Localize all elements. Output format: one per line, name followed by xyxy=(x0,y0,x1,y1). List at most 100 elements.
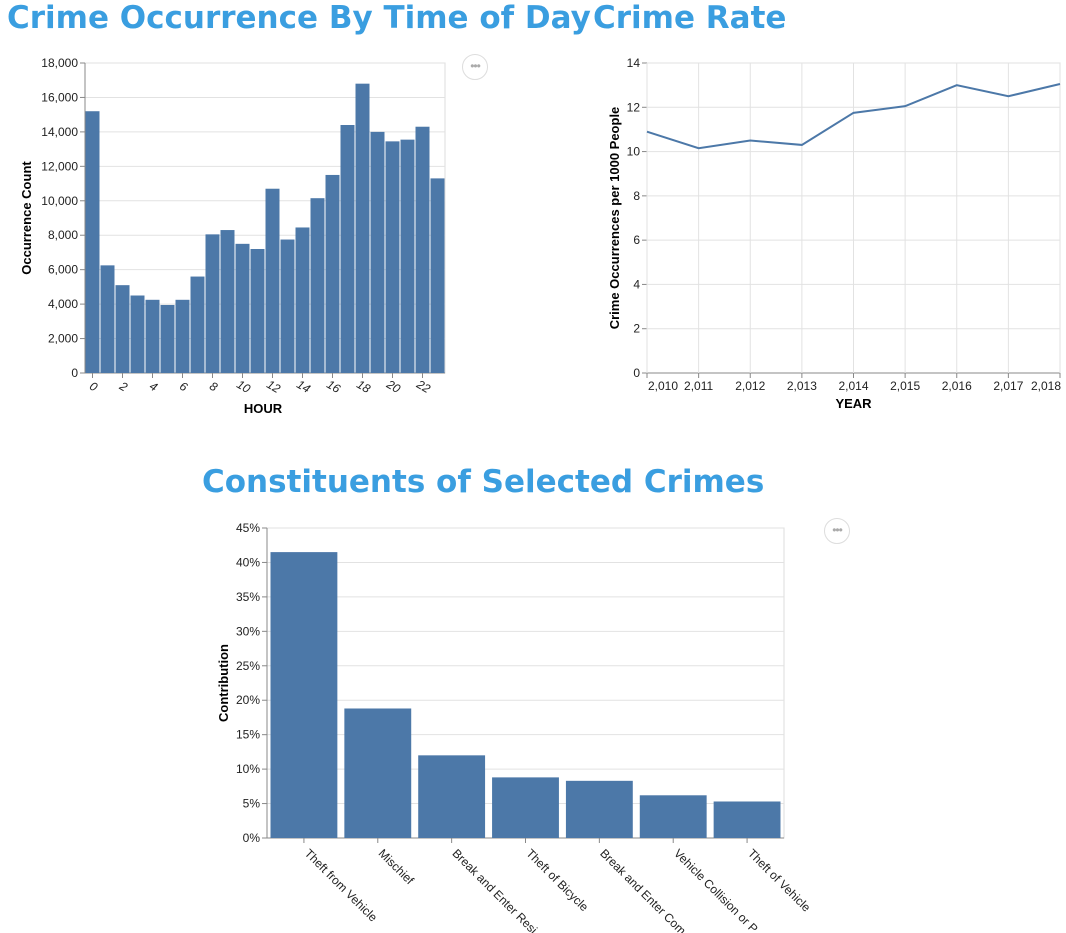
chart1-bar xyxy=(280,239,295,373)
chart1-y-tick-label: 10,000 xyxy=(41,194,78,208)
chart1-bar xyxy=(220,230,235,373)
chart1-y-tick-label: 6,000 xyxy=(48,263,78,277)
chart1-bar xyxy=(385,141,400,373)
chart1-x-tick-label: 6 xyxy=(177,379,190,395)
chart1-x-tick-label: 22 xyxy=(413,377,433,396)
chart3-bar xyxy=(713,801,781,838)
chart3-y-tick-label: 35% xyxy=(236,590,260,604)
chart1-y-tick-label: 8,000 xyxy=(48,228,78,242)
chart1-bar xyxy=(355,83,370,374)
chart3-menu-button[interactable]: ••• xyxy=(824,518,850,544)
chart3-x-tick-label: Theft of Vehicle xyxy=(745,846,814,915)
chart2-y-tick-label: 6 xyxy=(633,233,640,247)
chart1-title: Crime Occurrence By Time of Day xyxy=(7,0,591,36)
chart2-x-tick-label: 2,010 xyxy=(648,379,678,393)
chart2-x-tick-label: 2,018 xyxy=(1031,379,1061,393)
chart1-x-tick-label: 14 xyxy=(294,377,313,396)
chart1-bar xyxy=(100,265,115,373)
chart1-bar xyxy=(235,243,250,373)
chart1-y-tick-label: 18,000 xyxy=(41,56,78,70)
chart1-bar xyxy=(190,276,205,373)
chart2-y-tick-label: 14 xyxy=(627,56,641,70)
chart3-x-tick-label: Vehicle Collision or P xyxy=(671,846,761,933)
chart3-bar xyxy=(418,755,486,838)
chart1-y-axis-title: Occurrence Count xyxy=(19,161,34,275)
chart3-bar xyxy=(344,708,412,838)
chart1-x-tick-label: 20 xyxy=(383,377,403,396)
chart1-bar xyxy=(130,295,145,373)
chart1-bar xyxy=(310,198,325,373)
chart3-y-tick-label: 45% xyxy=(236,521,260,535)
chart2-y-tick-label: 8 xyxy=(633,189,640,203)
chart2-series-line xyxy=(646,83,1061,150)
chart2-y-tick-label: 2 xyxy=(633,322,640,336)
chart2-title: Crime Rate xyxy=(593,0,787,36)
chart2-x-tick-label: 2,014 xyxy=(838,379,868,393)
chart1-bar xyxy=(250,249,265,373)
chart1-bar xyxy=(415,126,430,373)
chart1-x-tick-label: 12 xyxy=(264,377,283,396)
chart1-bar xyxy=(325,174,340,373)
chart1-bar xyxy=(160,304,175,373)
chart2-x-tick-label: 2,013 xyxy=(787,379,817,393)
chart2-y-axis-title: Crime Occurrences per 1000 People xyxy=(607,107,622,330)
chart1-bar xyxy=(145,299,160,373)
chart1-bar xyxy=(340,125,355,373)
chart1-x-tick-label: 18 xyxy=(354,377,373,396)
chart1-x-axis-title: HOUR xyxy=(244,401,283,416)
chart3-y-axis-title: Contribution xyxy=(216,644,231,722)
chart3-y-tick-label: 30% xyxy=(236,624,260,638)
chart3-bar xyxy=(565,780,633,838)
chart3-y-tick-label: 25% xyxy=(236,659,260,673)
chart1-y-tick-label: 2,000 xyxy=(48,332,78,346)
chart3-x-tick-label: Theft from Vehicle xyxy=(302,846,381,925)
chart1-x-tick-label: 2 xyxy=(116,378,130,394)
chart1-bar xyxy=(370,131,385,373)
chart1-y-tick-label: 14,000 xyxy=(41,125,78,139)
chart3-y-tick-label: 40% xyxy=(236,555,260,569)
chart3-bar xyxy=(270,552,338,838)
chart3-title: Constituents of Selected Crimes xyxy=(202,464,765,500)
chart2-y-tick-label: 0 xyxy=(633,366,640,380)
chart1-bar xyxy=(400,139,415,373)
chart1-menu-button[interactable]: ••• xyxy=(462,54,488,80)
chart1-y-tick-label: 4,000 xyxy=(48,297,78,311)
chart1-x-tick-label: 16 xyxy=(324,377,343,396)
chart1-bar xyxy=(175,299,190,373)
chart3-y-tick-label: 5% xyxy=(243,797,261,811)
chart2-y-tick-label: 12 xyxy=(627,100,641,114)
chart1-bar xyxy=(85,111,100,373)
chart3-x-tick-label: Theft of Bicycle xyxy=(523,846,591,914)
chart2-y-tick-label: 4 xyxy=(633,277,640,291)
chart1-bar xyxy=(205,234,220,373)
chart2-x-tick-label: 2,016 xyxy=(942,379,972,393)
chart1-x-tick-label: 8 xyxy=(207,379,220,395)
chart1-y-tick-label: 12,000 xyxy=(41,159,78,173)
chart2-x-tick-label: 2,015 xyxy=(890,379,920,393)
chart3-bar xyxy=(492,777,559,838)
chart3-x-tick-label: Break and Enter Resi xyxy=(450,846,541,933)
chart1-x-tick-label: 10 xyxy=(234,377,253,396)
chart3-y-tick-label: 0% xyxy=(243,831,261,845)
chart1-y-tick-label: 16,000 xyxy=(41,90,78,104)
chart1-bar xyxy=(115,285,130,373)
chart2-x-axis-title: YEAR xyxy=(835,396,872,411)
chart3-x-tick-label: Mischief xyxy=(376,846,417,887)
chart3-y-tick-label: 10% xyxy=(236,762,260,776)
chart2-x-tick-label: 2,011 xyxy=(684,379,713,393)
chart1-x-tick-label: 4 xyxy=(147,379,160,395)
chart2-y-tick-label: 10 xyxy=(627,145,641,159)
chart1-x-tick-label: 0 xyxy=(87,379,100,395)
chart3-y-tick-label: 15% xyxy=(236,728,260,742)
chart1-bar xyxy=(265,188,280,373)
ellipsis-icon: ••• xyxy=(470,59,481,73)
ellipsis-icon: ••• xyxy=(832,523,843,537)
chart1-y-tick-label: 0 xyxy=(71,366,78,380)
chart3-y-tick-label: 20% xyxy=(236,693,260,707)
chart1-bar xyxy=(430,178,445,373)
chart2-x-tick-label: 2,012 xyxy=(735,379,765,393)
chart3-bar xyxy=(639,795,707,838)
chart2-x-tick-label: 2,017 xyxy=(993,379,1023,393)
chart1-bar xyxy=(295,227,310,373)
